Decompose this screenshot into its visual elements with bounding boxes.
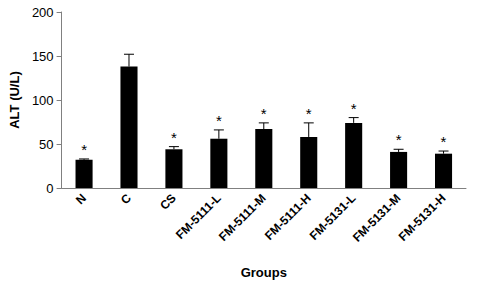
- svg-text:*: *: [306, 105, 312, 122]
- svg-text:Groups: Groups: [241, 265, 287, 280]
- svg-text:FM-5131-H: FM-5131-H: [396, 191, 449, 244]
- svg-text:200: 200: [32, 5, 54, 20]
- svg-text:*: *: [261, 105, 267, 122]
- svg-text:ALT (U/L): ALT (U/L): [7, 71, 22, 129]
- svg-text:*: *: [351, 100, 357, 117]
- svg-text:150: 150: [32, 49, 54, 64]
- svg-text:FM-5131-L: FM-5131-L: [306, 191, 359, 243]
- svg-text:50: 50: [39, 137, 53, 152]
- svg-text:100: 100: [32, 93, 54, 108]
- svg-text:CS: CS: [157, 191, 179, 213]
- svg-text:0: 0: [46, 181, 53, 196]
- svg-text:*: *: [171, 129, 177, 146]
- svg-text:FM-5111-M: FM-5111-M: [216, 191, 269, 244]
- svg-text:*: *: [216, 112, 222, 129]
- svg-text:FM-5131-M: FM-5131-M: [350, 191, 404, 245]
- svg-text:*: *: [441, 133, 447, 150]
- svg-text:*: *: [396, 131, 402, 148]
- svg-text:*: *: [81, 141, 87, 158]
- svg-text:FM-5111-H: FM-5111-H: [262, 191, 314, 243]
- svg-text:N: N: [73, 191, 89, 207]
- svg-text:C: C: [118, 191, 134, 207]
- svg-text:FM-5111-L: FM-5111-L: [172, 191, 224, 242]
